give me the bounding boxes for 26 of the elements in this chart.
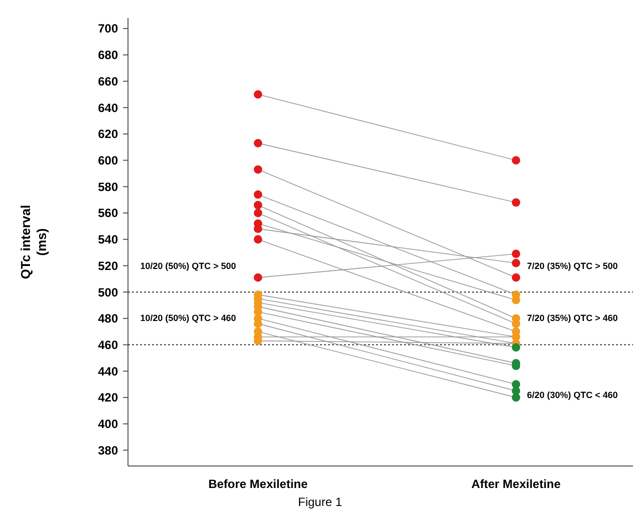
annotation: 10/20 (50%) QTC > 460 bbox=[140, 313, 236, 324]
y-axis-title: QTc interval (ms) bbox=[18, 204, 49, 280]
annotation: 7/20 (35%) QTC > 500 bbox=[527, 261, 618, 272]
y-tick-label: 700 bbox=[98, 22, 118, 36]
x-tick-label: Before Mexiletine bbox=[208, 477, 308, 491]
y-tick-label: 380 bbox=[98, 443, 118, 458]
caption: Figure 1 bbox=[298, 495, 342, 510]
x-tick-label: After Mexiletine bbox=[471, 477, 561, 491]
y-tick-label: 520 bbox=[98, 258, 118, 273]
y-tick-label: 400 bbox=[98, 417, 118, 432]
y-tick-label: 440 bbox=[98, 364, 118, 378]
y-tick-label: 600 bbox=[98, 154, 118, 168]
annotation: 6/20 (30%) QTC < 460 bbox=[527, 390, 618, 400]
y-tick-label: 540 bbox=[98, 232, 118, 247]
y-tick-label: 560 bbox=[98, 206, 118, 220]
y-tick-label: 420 bbox=[98, 390, 118, 405]
y-tick-label: 660 bbox=[98, 74, 118, 88]
y-tick-label: 680 bbox=[98, 48, 118, 62]
y-tick-label: 580 bbox=[98, 180, 118, 194]
y-tick-label: 500 bbox=[98, 285, 118, 300]
y-tick-label: 640 bbox=[98, 100, 118, 115]
y-tick-label: 460 bbox=[98, 338, 118, 352]
y-tick-label: 480 bbox=[98, 312, 118, 326]
y-tick-label: 620 bbox=[98, 127, 118, 142]
annotation: 7/20 (35%) QTC > 460 bbox=[527, 313, 618, 324]
annotation: 10/20 (50%) QTC > 500 bbox=[140, 261, 236, 272]
